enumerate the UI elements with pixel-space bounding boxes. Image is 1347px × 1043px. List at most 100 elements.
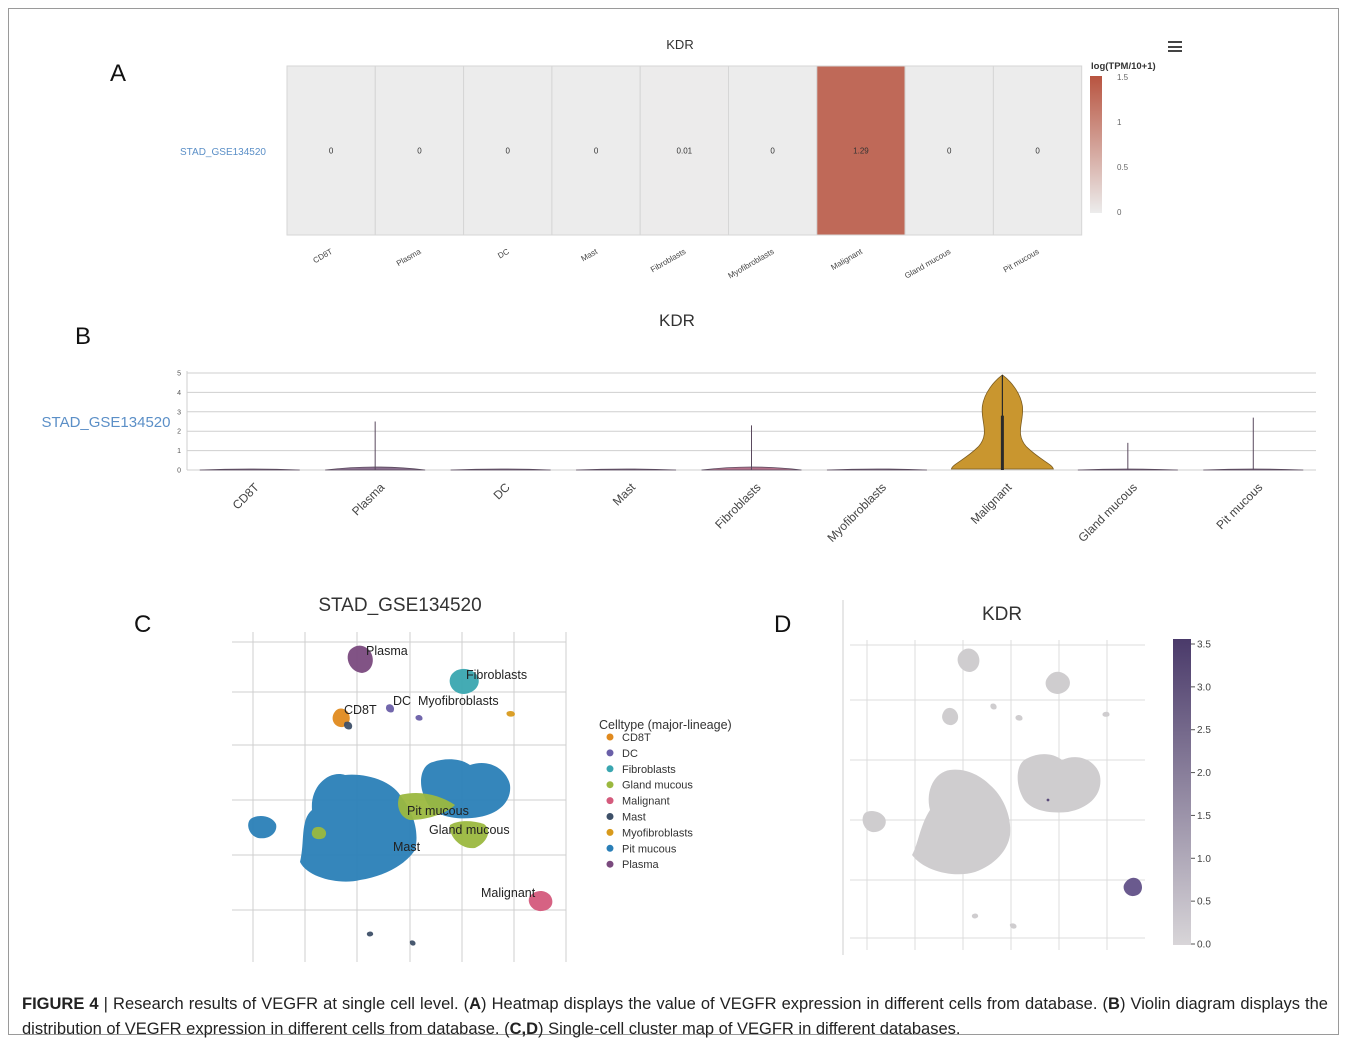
legend-marker bbox=[606, 781, 614, 789]
heatmap-x-tick-label: Myofibroblasts bbox=[726, 247, 775, 281]
violin-x-tick-label: Myofibroblasts bbox=[824, 480, 889, 545]
violin-x-tick-label: Gland mucous bbox=[1075, 480, 1140, 545]
cluster-label: Myofibroblasts bbox=[418, 694, 499, 708]
violin-shape bbox=[576, 468, 677, 471]
legend-label: Plasma bbox=[622, 859, 660, 871]
violin-y-tick-label: 5 bbox=[177, 371, 181, 378]
heatmap-cell bbox=[463, 65, 553, 236]
legend-marker bbox=[606, 797, 614, 805]
chart-menu-icon[interactable] bbox=[1168, 41, 1182, 53]
kdr-cluster bbox=[957, 648, 980, 672]
legend-title: Celltype (major-lineage) bbox=[599, 718, 732, 732]
cluster-gland-mucous bbox=[398, 793, 455, 820]
heatmap-x-tick-label: DC bbox=[496, 247, 511, 261]
legend-label: Pit mucous bbox=[622, 843, 677, 855]
heatmap-value-label: 0 bbox=[417, 147, 422, 156]
legend-marker bbox=[606, 765, 614, 773]
cluster-mast bbox=[343, 721, 353, 730]
colorbar-tick-label: 0.5 bbox=[1197, 897, 1211, 908]
kdr-cluster bbox=[1017, 754, 1101, 813]
heatmap-cell bbox=[992, 65, 1083, 236]
heatmap-cell bbox=[904, 65, 994, 236]
cluster-fibroblasts bbox=[449, 668, 479, 694]
cluster-gland-mucous bbox=[311, 826, 327, 840]
cluster-label: Malignant bbox=[481, 886, 536, 900]
figure-frame bbox=[8, 8, 1339, 1035]
panel-letter-d: D bbox=[774, 611, 792, 638]
heatmap-colorbar bbox=[1090, 76, 1102, 213]
legend-marker bbox=[606, 733, 614, 741]
legend-label: CD8T bbox=[622, 732, 651, 744]
caption-ref: B bbox=[1108, 995, 1120, 1013]
umap-kdr-chart: KDR 3.5 3.0 2.5 2.0 1.5 1.0 0.5 0.0 bbox=[842, 600, 1211, 955]
colorbar-tick-label: 1.0 bbox=[1197, 854, 1211, 865]
heatmap-value-label: 1.29 bbox=[853, 147, 869, 156]
heatmap-value-label: 0.01 bbox=[677, 147, 693, 156]
heatmap-row-label: STAD_GSE134520 bbox=[180, 147, 266, 158]
panel-letter-a: A bbox=[110, 60, 127, 87]
colorbar-tick: 0.5 bbox=[1117, 163, 1129, 172]
cluster-label: CD8T bbox=[344, 703, 377, 717]
legend-label: Mast bbox=[622, 812, 646, 824]
caption-separator: | bbox=[103, 995, 108, 1013]
heatmap-x-tick-label: Fibroblasts bbox=[649, 247, 687, 274]
caption-text: ) Violin diagram displays the distributi… bbox=[22, 995, 1328, 1038]
caption-ref: A bbox=[469, 995, 482, 1013]
heatmap-cell bbox=[728, 65, 818, 236]
legend-label: DC bbox=[622, 748, 638, 760]
heatmap-x-tick-label: Plasma bbox=[395, 247, 423, 268]
violin-y-tick-label: 0 bbox=[177, 468, 181, 475]
kdr-cluster bbox=[1045, 671, 1070, 694]
kdr-point bbox=[1046, 798, 1050, 802]
violin-x-tick-label: DC bbox=[491, 480, 513, 502]
legend-marker bbox=[606, 828, 614, 836]
cluster-mast bbox=[409, 940, 416, 946]
heatmap-x-tick-label: Malignant bbox=[829, 247, 864, 273]
kdr-cluster bbox=[1102, 711, 1110, 717]
violin-y-label: STAD_GSE134520 bbox=[42, 414, 171, 431]
cluster-gland-mucous bbox=[449, 821, 489, 849]
caption-ref: C,D bbox=[509, 1020, 539, 1038]
violin-y-tick-label: 4 bbox=[177, 390, 181, 397]
heatmap-value-label: 0 bbox=[594, 147, 599, 156]
heatmap-value-label: 0 bbox=[947, 147, 952, 156]
cluster-label: DC bbox=[393, 694, 411, 708]
panel-letter-b: B bbox=[75, 323, 92, 350]
caption-text: ) Single-cell cluster map of VEGFR in di… bbox=[538, 1020, 961, 1038]
cluster-plasma bbox=[347, 645, 373, 673]
cluster-label: Fibroblasts bbox=[466, 668, 527, 682]
violin-y-tick-label: 2 bbox=[177, 429, 181, 436]
heatmap-colorbar-title: log(TPM/10+1) bbox=[1091, 61, 1156, 72]
violin-x-tick-label: Plasma bbox=[349, 480, 387, 518]
kdr-cluster bbox=[990, 703, 997, 710]
violin-x-tick-label: Fibroblasts bbox=[712, 480, 763, 531]
heatmap-chart: KDR STAD_GSE134520 0 0 0 0 0.01 0 1.29 0 0 CD8T P… bbox=[180, 37, 1156, 281]
umap-d-title: KDR bbox=[982, 604, 1022, 625]
cluster-mast bbox=[366, 931, 374, 937]
violin-x-tick-label: CD8T bbox=[230, 480, 263, 513]
heatmap-x-tick-label: Gland mucous bbox=[903, 247, 952, 281]
violin-chart: KDR STAD_GSE134520 0 1 2 3 4 5 CD8T Plasma DC Ma… bbox=[42, 311, 1316, 545]
cluster-dc bbox=[385, 704, 395, 713]
heatmap-x-tick-label: Pit mucous bbox=[1002, 247, 1041, 275]
violin-x-tick-label: Mast bbox=[610, 480, 639, 509]
cluster-label: Gland mucous bbox=[429, 823, 510, 837]
legend-marker bbox=[606, 813, 614, 820]
legend-marker bbox=[606, 749, 614, 757]
cluster-label: Mast bbox=[393, 840, 421, 854]
figure-caption: FIGURE 4 | Research results of VEGFR at … bbox=[22, 992, 1328, 1042]
colorbar-tick-label: 1.5 bbox=[1197, 811, 1211, 822]
heatmap-value-label: 0 bbox=[770, 147, 775, 156]
violin-shape bbox=[450, 468, 551, 471]
heatmap-value-label: 0 bbox=[329, 147, 334, 156]
kdr-cluster bbox=[862, 810, 886, 833]
colorbar-tick-label: 3.5 bbox=[1197, 640, 1211, 651]
colorbar-tick: 0 bbox=[1117, 208, 1122, 217]
legend-label: Fibroblasts bbox=[622, 764, 676, 776]
umap-c-title: STAD_GSE134520 bbox=[318, 595, 481, 616]
heatmap-title: KDR bbox=[666, 37, 693, 52]
heatmap-value-label: 0 bbox=[1035, 147, 1040, 156]
cluster-label: Plasma bbox=[366, 644, 408, 658]
legend-label: Myofibroblasts bbox=[622, 827, 693, 839]
violin-shape bbox=[199, 468, 300, 471]
